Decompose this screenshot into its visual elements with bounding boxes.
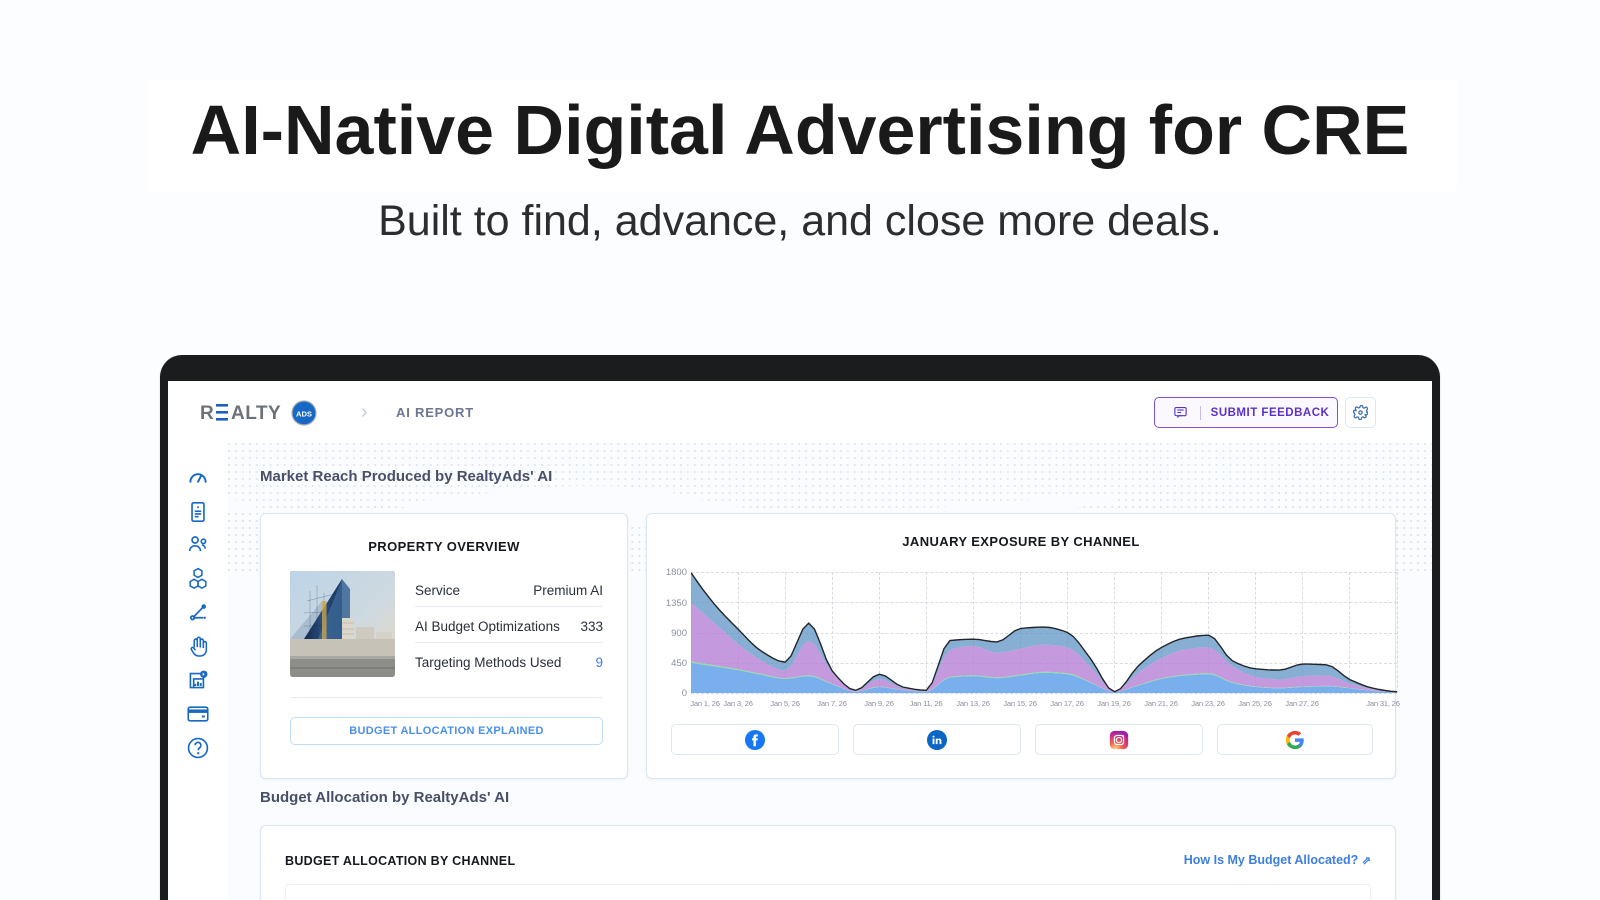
svg-text:ADS: ADS bbox=[296, 410, 312, 419]
svg-text:ALTY: ALTY bbox=[231, 403, 281, 424]
svg-text:R: R bbox=[200, 403, 214, 424]
